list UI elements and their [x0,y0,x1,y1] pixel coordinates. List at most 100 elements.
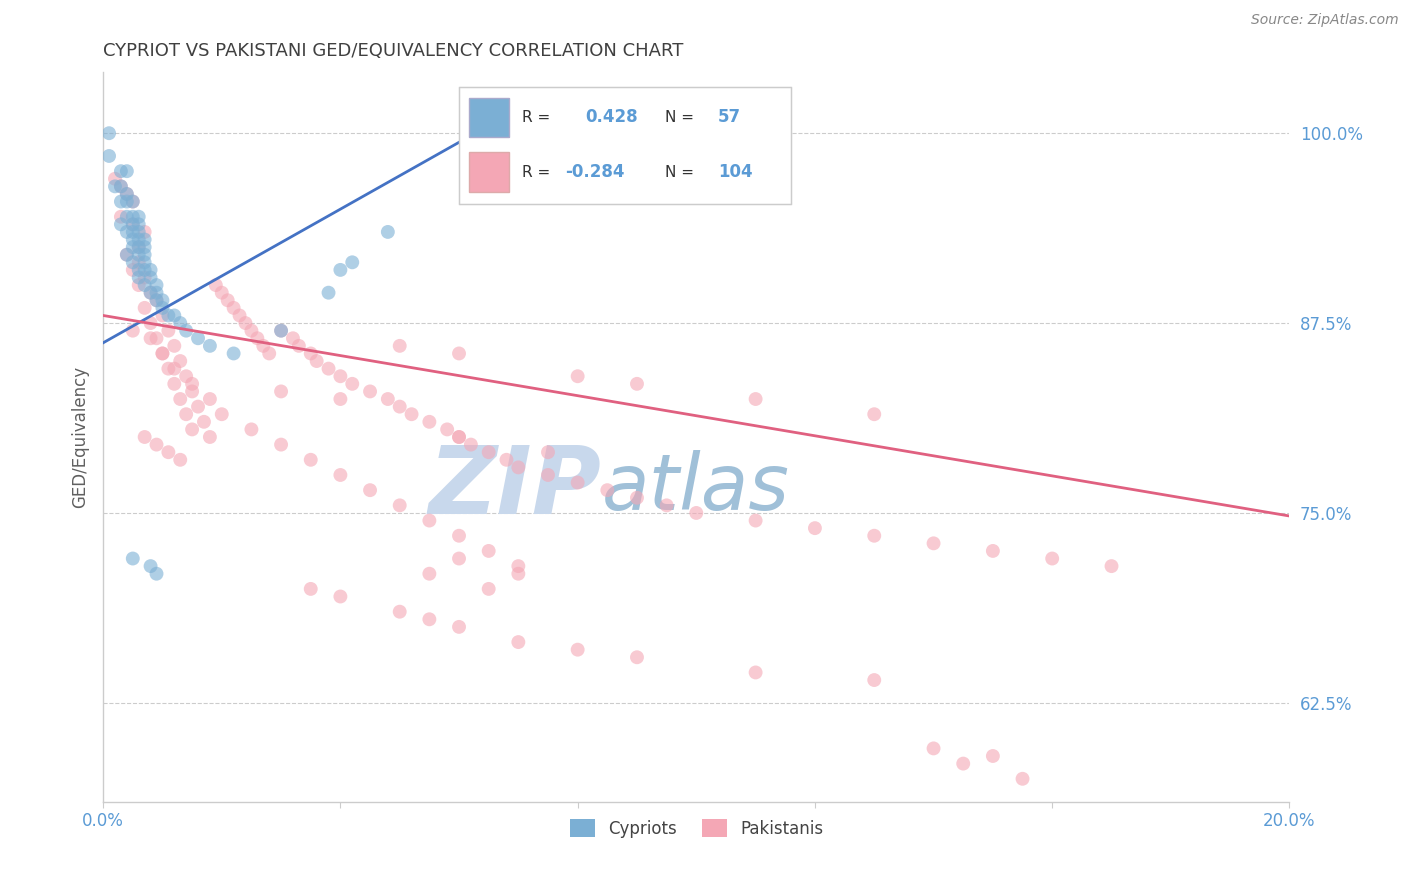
Point [537,467,560,482]
Point [447,551,470,566]
Point [134,248,156,262]
Text: ZIP: ZIP [429,442,602,534]
Point [128,210,150,224]
Point [128,270,150,285]
Point [134,430,156,444]
Point [388,605,411,619]
Point [596,483,619,498]
Point [744,514,766,528]
Point [329,369,352,384]
Point [139,285,162,300]
Point [157,309,180,323]
Point [863,407,886,421]
Point [240,422,263,436]
Point [318,361,340,376]
Point [152,309,174,323]
Point [121,324,143,338]
Point [235,316,257,330]
Point [134,301,156,315]
Point [115,248,138,262]
Point [145,331,167,345]
Point [252,339,274,353]
Point [169,316,191,330]
Point [110,217,132,231]
Point [121,263,143,277]
Point [508,460,530,475]
Point [329,467,352,482]
Point [329,263,352,277]
Point [228,309,250,323]
Point [418,415,440,429]
Point [981,749,1004,764]
Point [388,339,411,353]
Point [567,475,589,490]
Point [567,642,589,657]
Point [626,491,648,505]
Point [270,324,292,338]
Point [115,194,138,209]
Point [388,400,411,414]
Point [240,324,263,338]
Point [359,483,381,498]
Point [110,194,132,209]
Point [134,233,156,247]
Point [478,582,501,596]
Point [299,452,322,467]
Point [222,301,245,315]
Point [110,179,132,194]
Point [217,293,239,308]
Point [145,278,167,293]
Point [145,285,167,300]
Point [246,331,269,345]
Point [110,164,132,178]
Point [193,415,215,429]
Point [145,566,167,581]
Point [211,285,233,300]
Point [1011,772,1033,786]
Text: Source: ZipAtlas.com: Source: ZipAtlas.com [1251,13,1399,28]
Point [447,430,470,444]
Point [211,407,233,421]
Point [145,293,167,308]
Point [181,384,204,399]
Point [169,392,191,406]
Point [115,186,138,201]
Point [288,339,311,353]
Point [121,233,143,247]
Point [121,551,143,566]
Point [626,376,648,391]
Legend: Cypriots, Pakistanis: Cypriots, Pakistanis [562,813,830,845]
Point [134,255,156,269]
Point [388,499,411,513]
Point [174,324,197,338]
Point [128,240,150,254]
Point [447,529,470,543]
Point [436,422,458,436]
Point [329,392,352,406]
Point [804,521,827,535]
Point [922,741,945,756]
Point [478,544,501,558]
Point [121,217,143,231]
Point [163,339,186,353]
Point [110,210,132,224]
Point [922,536,945,550]
Point [139,316,162,330]
Point [222,346,245,360]
Point [478,445,501,459]
Y-axis label: GED/Equivalency: GED/Equivalency [72,366,89,508]
Point [121,240,143,254]
Point [152,346,174,360]
Point [567,369,589,384]
Point [508,559,530,574]
Point [447,346,470,360]
Point [952,756,974,771]
Point [157,324,180,338]
Point [270,324,292,338]
Point [508,566,530,581]
Point [145,437,167,451]
Point [134,278,156,293]
Point [121,217,143,231]
Point [163,361,186,376]
Point [342,255,364,269]
